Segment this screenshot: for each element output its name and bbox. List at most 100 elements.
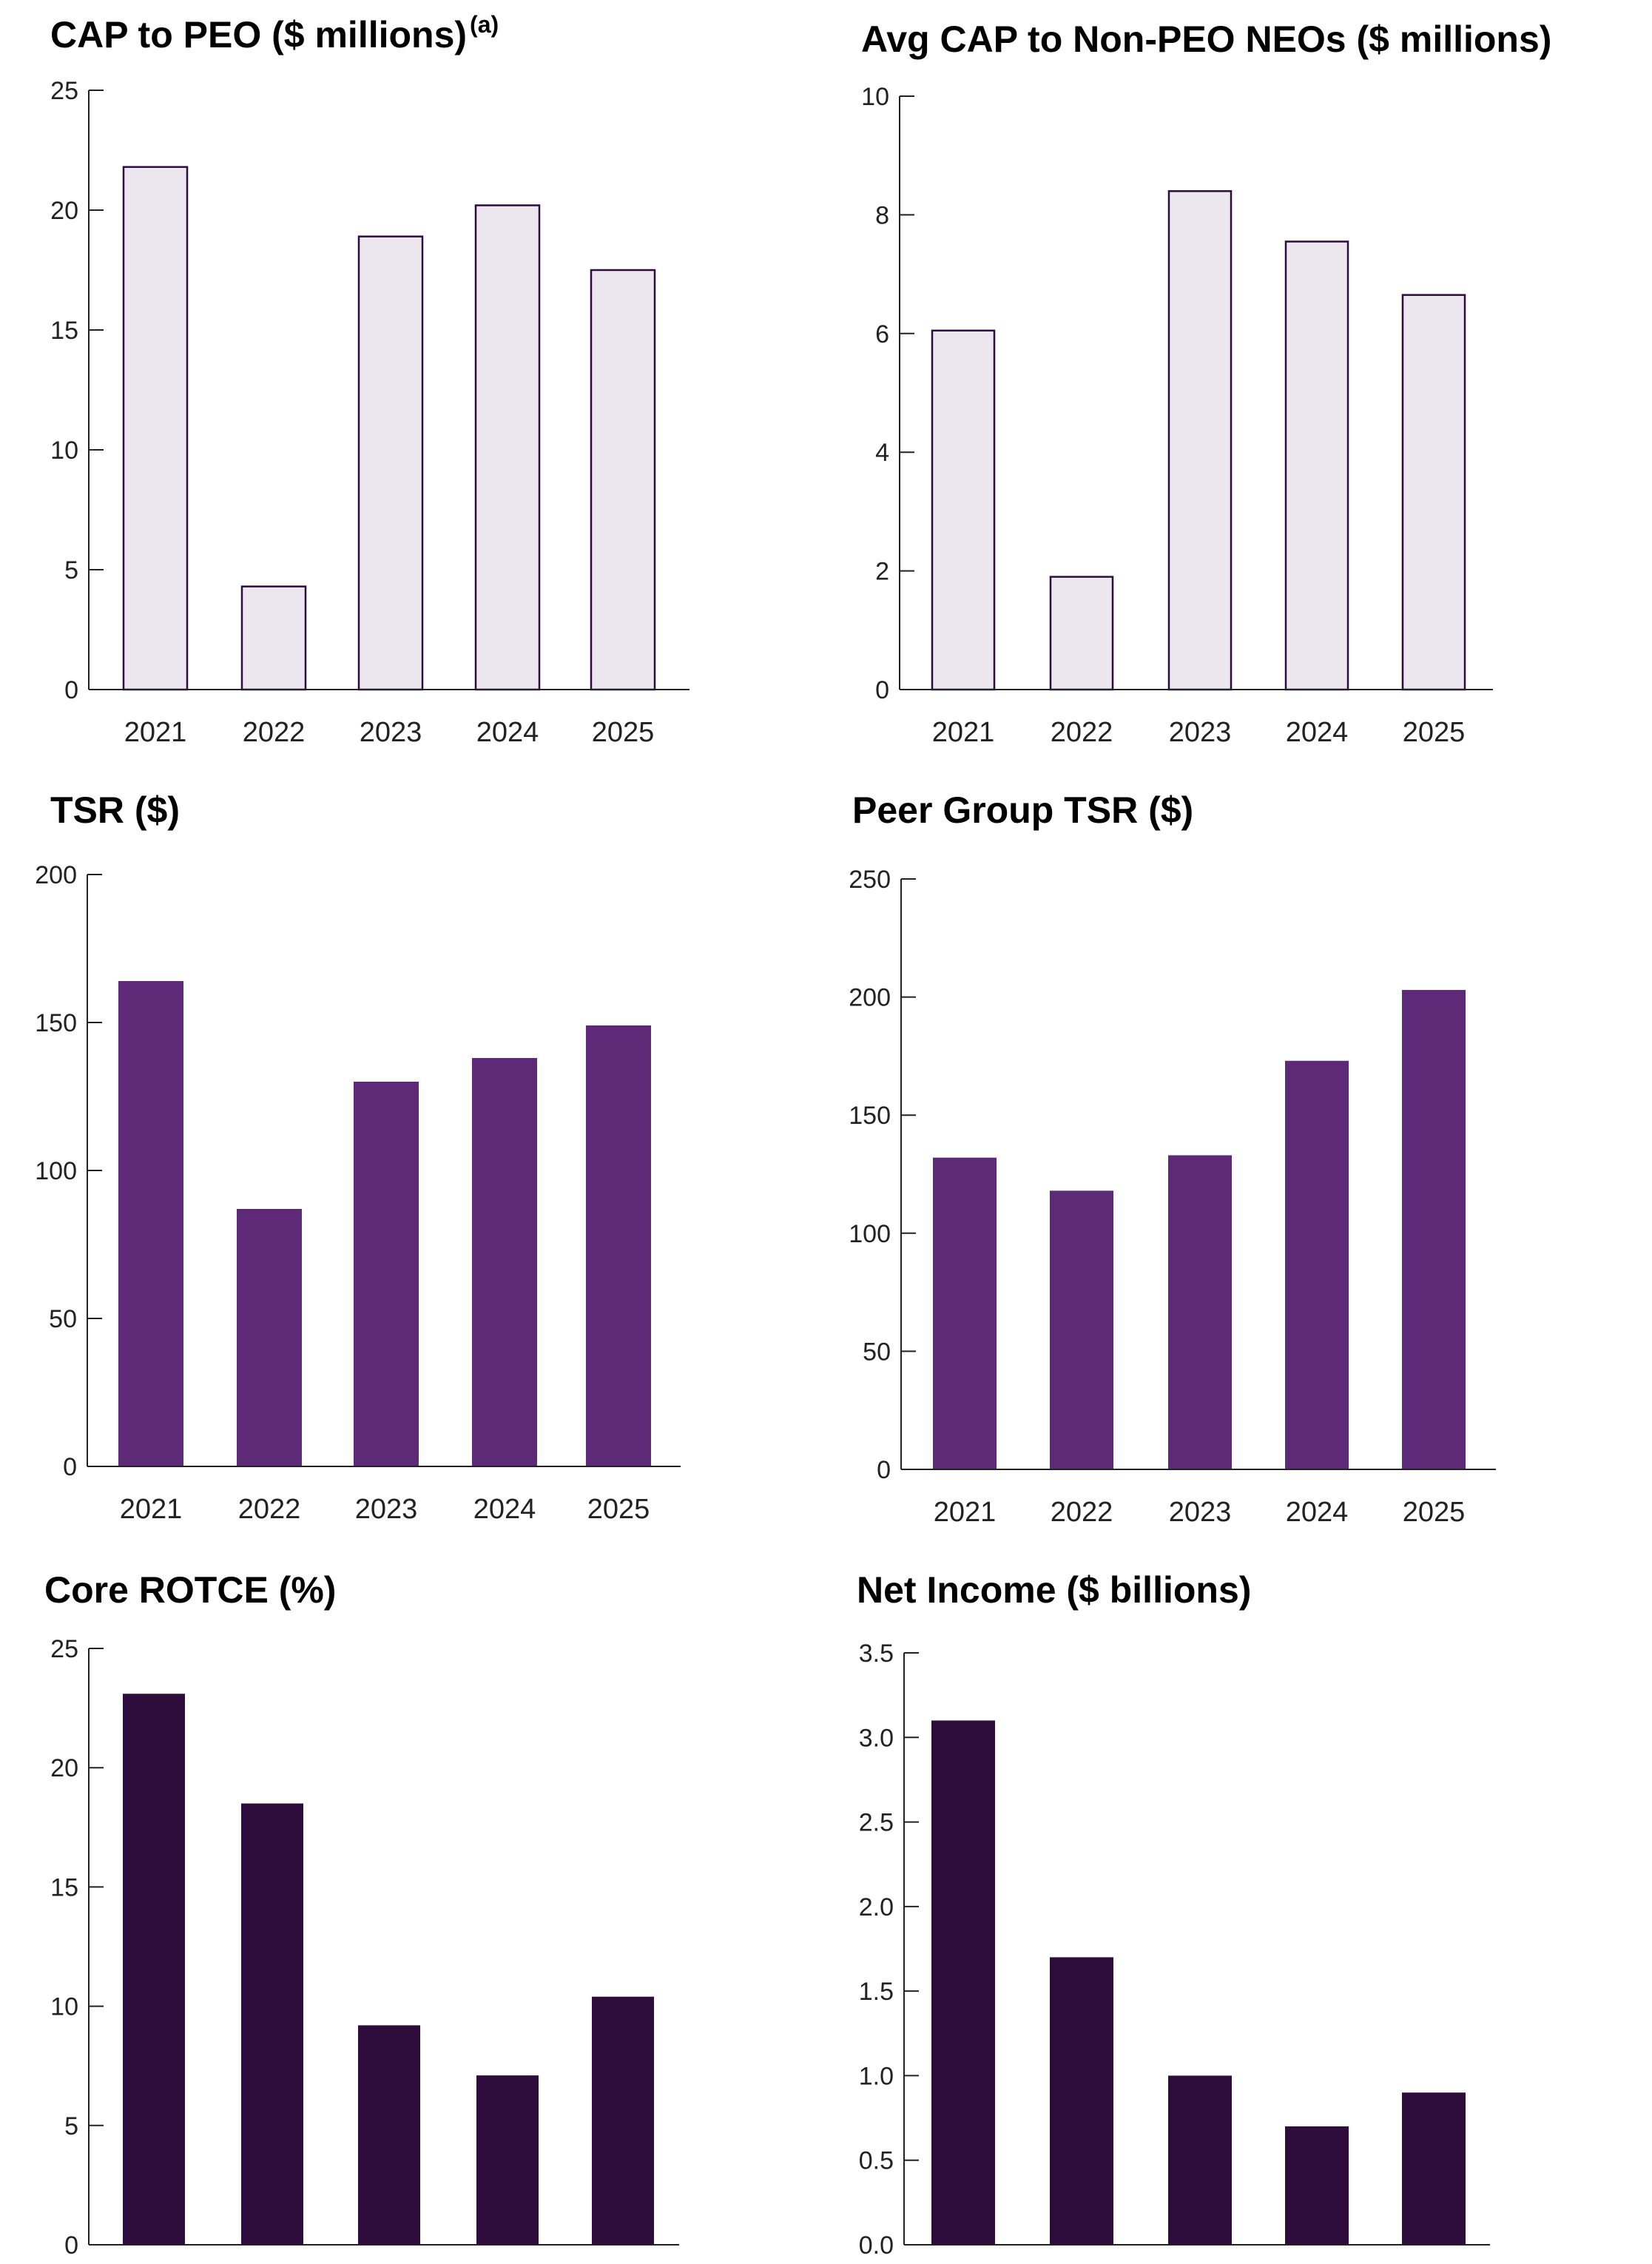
- chart-title: Avg CAP to Non-PEO NEOs ($ millions): [861, 18, 1551, 60]
- bar-2023: [358, 2025, 420, 2245]
- y-tick-label: 1.5: [859, 1978, 894, 2006]
- chart-panel-5: Core ROTCE (%)05101520252021202220232024…: [44, 1569, 679, 2260]
- y-tick-label: 200: [35, 861, 77, 889]
- y-tick-label: 100: [849, 1220, 891, 1248]
- y-tick-label: 50: [49, 1305, 77, 1333]
- bar-2023: [354, 1082, 419, 1466]
- x-tick-label: 2022: [1051, 1497, 1113, 1528]
- y-tick-label: 0: [64, 2231, 78, 2260]
- chart-title: Net Income ($ billions): [857, 1569, 1251, 1611]
- x-tick-label: 2022: [238, 1494, 301, 1525]
- x-tick-label: 2023: [355, 1494, 418, 1525]
- bar-2025: [590, 269, 656, 691]
- bar-2022: [1050, 1957, 1113, 2245]
- chart-title: Core ROTCE (%): [44, 1569, 336, 1611]
- y-tick-label: 10: [50, 1993, 78, 2021]
- bar-2024: [474, 204, 541, 691]
- bar-2025: [1402, 2092, 1466, 2245]
- y-tick-label: 5: [64, 2112, 78, 2140]
- bar-2021: [933, 1157, 997, 1469]
- x-tick-label: 2025: [592, 717, 655, 748]
- chart-panel-2: Avg CAP to Non-PEO NEOs ($ millions) 0 2 4 6…: [861, 18, 1551, 748]
- x-tick-label: 2025: [587, 1494, 650, 1525]
- chart-panel-4: Peer Group TSR ($) 0 50 100 150 200 250 2021 202…: [849, 789, 1496, 1528]
- y-tick-label: 2: [875, 558, 889, 586]
- x-tick-label: 2023: [360, 717, 422, 748]
- bar-2024: [472, 1058, 537, 1466]
- x-tick-label: 2022: [1051, 717, 1113, 748]
- y-tick-label: 50: [863, 1338, 891, 1366]
- y-tick-label: 6: [875, 320, 889, 348]
- chart-title: TSR ($): [50, 789, 180, 831]
- y-tick-label: 10: [861, 83, 889, 111]
- y-tick-label: 2.0: [859, 1893, 894, 1921]
- y-tick-label: 150: [35, 1009, 77, 1037]
- y-tick-label: 150: [849, 1102, 891, 1130]
- bar-2023: [1168, 1155, 1232, 1469]
- bar-2021: [931, 1720, 995, 2245]
- chart-panel-1: CAP to PEO ($ millions) (a)05101520252021…: [50, 11, 690, 748]
- x-tick-label: 2021: [934, 1497, 997, 1528]
- y-tick-label: 100: [35, 1157, 77, 1185]
- bar-2025: [592, 1996, 654, 2245]
- y-tick-label: 0: [63, 1453, 77, 1481]
- y-tick-label: 5: [64, 556, 78, 584]
- bar-2022: [241, 1803, 303, 2245]
- y-tick-label: 0: [877, 1456, 891, 1484]
- chart-title: CAP to PEO ($ millions) (a): [50, 11, 499, 55]
- y-tick-label: 1.0: [859, 2062, 894, 2090]
- bar-2021: [123, 1694, 185, 2245]
- x-tick-label: 2022: [243, 717, 306, 748]
- y-tick-label: 0: [875, 676, 889, 704]
- x-tick-label: 2024: [1286, 717, 1349, 748]
- bar-2025: [586, 1025, 651, 1466]
- bar-2022: [1049, 576, 1114, 691]
- y-tick-label: 200: [849, 984, 891, 1012]
- y-tick-label: 15: [50, 317, 78, 345]
- bar-2021: [122, 166, 189, 691]
- chart-title: Peer Group TSR ($): [852, 789, 1193, 831]
- y-tick-label: 2.5: [859, 1809, 894, 1837]
- bar-2022: [237, 1209, 302, 1466]
- bar-2025: [1402, 990, 1466, 1469]
- y-tick-label: 0: [64, 676, 78, 704]
- x-tick-label: 2021: [932, 717, 995, 748]
- bar-2023: [1168, 2075, 1232, 2245]
- y-tick-label: 250: [849, 866, 891, 894]
- bar-2021: [118, 981, 183, 1466]
- bar-2023: [1167, 190, 1233, 691]
- chart-title-superscript: (a): [470, 11, 499, 38]
- x-tick-label: 2021: [124, 717, 187, 748]
- chart-panel-3: TSR ($) 0 50 100 150 200 2021 2022 2023 2024 2025: [35, 789, 681, 1525]
- y-tick-label: 20: [50, 1754, 78, 1782]
- y-tick-label: 3.5: [859, 1640, 894, 1668]
- bar-2022: [1050, 1190, 1113, 1469]
- bar-2024: [476, 2075, 539, 2245]
- y-tick-label: 20: [50, 197, 78, 225]
- x-tick-label: 2023: [1169, 1497, 1232, 1528]
- y-tick-label: 10: [50, 437, 78, 465]
- y-tick-label: 0.5: [859, 2147, 894, 2175]
- x-tick-label: 2024: [1286, 1497, 1349, 1528]
- y-tick-label: 0.0: [859, 2231, 894, 2260]
- bar-2022: [240, 585, 307, 691]
- bar-2023: [357, 235, 424, 691]
- x-tick-label: 2024: [473, 1494, 536, 1525]
- x-tick-label: 2024: [476, 717, 539, 748]
- bar-2021: [931, 329, 996, 691]
- chart-panel-6: Net Income ($ billions) 0.0 0.5 1.0 1.5 2.0 2.…: [857, 1569, 1490, 2260]
- x-tick-label: 2023: [1169, 717, 1232, 748]
- y-tick-label: 4: [875, 439, 889, 467]
- x-tick-label: 2025: [1403, 1497, 1466, 1528]
- x-tick-label: 2025: [1403, 717, 1466, 748]
- y-tick-label: 8: [875, 201, 889, 229]
- y-tick-label: 15: [50, 1873, 78, 1901]
- y-tick-label: 25: [50, 77, 78, 105]
- bar-2024: [1284, 240, 1349, 691]
- bar-2024: [1285, 2126, 1349, 2245]
- y-tick-label: 3.0: [859, 1724, 894, 1752]
- bar-2024: [1285, 1060, 1349, 1469]
- bar-2025: [1401, 294, 1466, 691]
- y-tick-label: 25: [50, 1635, 78, 1663]
